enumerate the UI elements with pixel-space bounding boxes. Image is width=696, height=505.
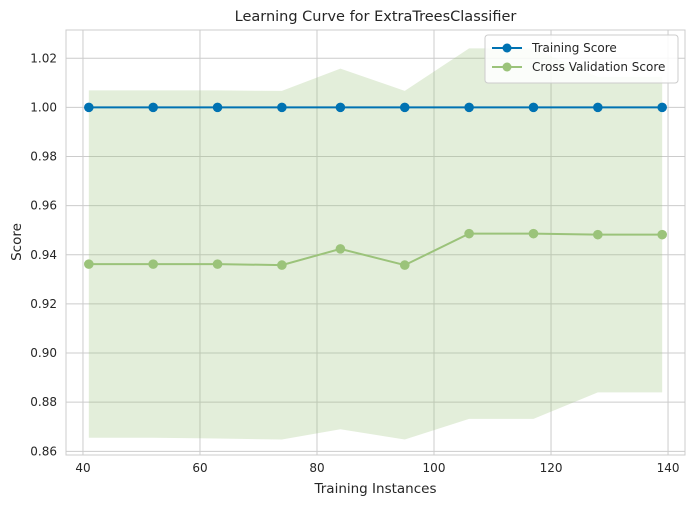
data-point <box>148 102 158 113</box>
y-tick-label: 0.92 <box>30 297 57 311</box>
data-point <box>84 259 94 269</box>
data-point <box>335 244 346 254</box>
confidence-bands <box>88 48 663 440</box>
data-point <box>335 102 346 113</box>
data-point <box>657 229 667 240</box>
data-point <box>399 260 410 270</box>
y-tick-label: 0.86 <box>30 444 57 458</box>
x-tick-label: 80 <box>309 461 324 475</box>
plot-area <box>65 29 686 456</box>
grid <box>66 30 685 455</box>
data-point <box>277 260 287 270</box>
y-tick-label: 1.02 <box>30 51 57 65</box>
legend: Training Score Cross Validation Score <box>484 34 679 84</box>
data-point <box>148 259 158 269</box>
data-point <box>399 102 410 113</box>
x-axis-label: Training Instances <box>313 481 436 497</box>
data-point <box>464 228 474 239</box>
y-axis-label: Score <box>9 223 25 261</box>
data-point <box>212 259 223 269</box>
legend-training-label: Training Score <box>531 41 617 55</box>
y-tick-labels: 0.86 0.88 0.90 0.92 0.94 0.96 0.98 1.00 1.02 <box>30 51 57 458</box>
y-tick-label: 1.00 <box>30 100 57 114</box>
x-tick-label: 60 <box>192 461 207 475</box>
data-point <box>84 102 94 113</box>
chart-title: Learning Curve for ExtraTreesClassifier <box>235 9 517 25</box>
legend-box <box>484 34 679 84</box>
series-lines <box>84 102 667 270</box>
data-point <box>528 228 539 239</box>
confidence-band <box>88 48 663 440</box>
y-tick-label: 0.90 <box>30 346 57 360</box>
data-point <box>277 102 287 113</box>
data-point <box>593 102 603 113</box>
data-point <box>593 229 603 240</box>
series-line <box>88 232 663 267</box>
data-point <box>657 102 667 113</box>
legend-cv-label: Cross Validation Score <box>532 60 665 74</box>
y-tick-label: 0.96 <box>30 199 57 213</box>
data-point <box>464 102 474 113</box>
x-tick-label: 140 <box>657 461 680 475</box>
x-tick-label: 40 <box>75 461 90 475</box>
y-tick-label: 0.88 <box>30 395 57 409</box>
x-tick-label: 120 <box>540 461 563 475</box>
y-tick-label: 0.94 <box>30 248 57 262</box>
x-tick-labels: 40 60 80 100 120 140 <box>75 461 679 475</box>
data-point <box>212 102 223 113</box>
legend-training-marker <box>502 43 512 53</box>
y-tick-label: 0.98 <box>30 150 57 164</box>
x-tick-label: 100 <box>423 461 446 475</box>
data-point <box>528 102 539 113</box>
legend-cv-marker <box>502 62 512 72</box>
